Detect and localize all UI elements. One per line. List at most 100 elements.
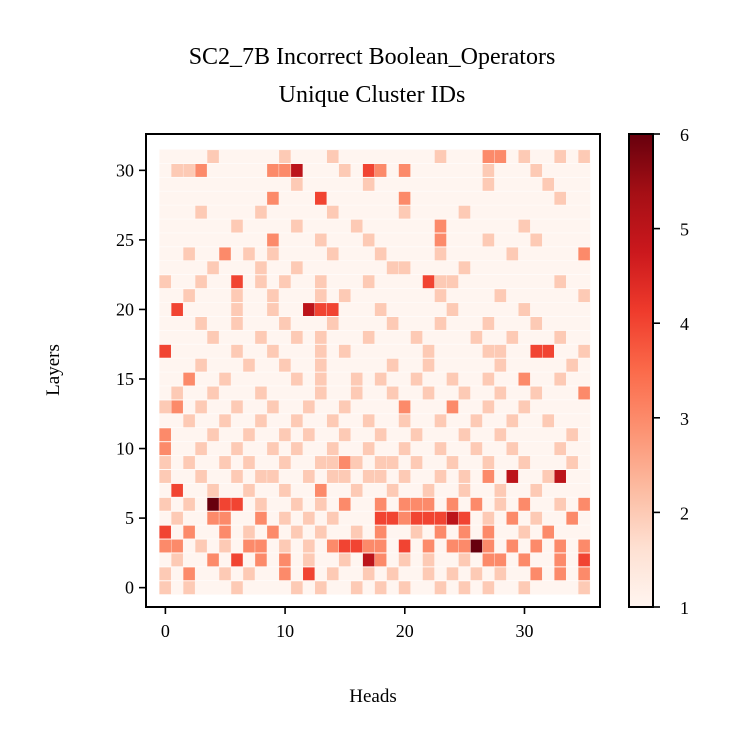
heatmap-cell	[482, 400, 495, 414]
heatmap-cell	[386, 317, 399, 330]
heatmap-cell	[554, 567, 566, 581]
heatmap-cell	[470, 330, 483, 344]
heatmap-cell	[494, 428, 507, 442]
x-axis-ticks: 0 10 20 30	[161, 607, 533, 641]
heatmap-cell	[374, 581, 387, 595]
heatmap-cell	[338, 497, 351, 511]
y-tick-label: 20	[116, 299, 134, 319]
heatmap-cell	[279, 317, 291, 330]
heatmap-cell	[542, 177, 555, 191]
colorbar	[628, 133, 654, 608]
heatmap-cell	[231, 400, 243, 414]
heatmap-cell	[422, 344, 435, 358]
heatmap-cell	[482, 372, 495, 386]
heatmap-cell	[338, 163, 351, 177]
heatmap-cell	[386, 567, 399, 581]
heatmap-cell	[231, 289, 243, 303]
heatmap-cell	[303, 303, 315, 316]
heatmap-cell	[219, 525, 231, 539]
heatmap-cell	[398, 442, 411, 456]
heatmap-cell	[279, 567, 291, 581]
heatmap-cell	[303, 470, 315, 483]
heatmap-cell	[326, 247, 339, 261]
heatmap-cell	[326, 470, 339, 483]
heatmap-cell	[542, 525, 555, 539]
heatmap-cell	[458, 261, 471, 275]
heatmap-cell	[446, 497, 459, 511]
heatmap-cell	[171, 303, 183, 316]
heatmap-cell	[291, 525, 303, 539]
heatmap-cell	[350, 372, 363, 386]
y-tick-label: 0	[125, 578, 134, 598]
heatmap-cell	[362, 163, 375, 177]
heatmap-cell	[458, 539, 471, 553]
heatmap-cell	[458, 553, 471, 567]
heatmap-cell	[267, 233, 279, 247]
heatmap-cell	[518, 581, 531, 595]
heatmap-cell	[422, 511, 435, 525]
heatmap-cell	[398, 511, 411, 525]
heatmap-cell	[267, 400, 279, 414]
heatmap-cell	[159, 470, 171, 483]
heatmap-cell	[506, 442, 519, 456]
heatmap-cell	[362, 275, 375, 289]
heatmap-cell	[267, 289, 279, 303]
heatmap-cell	[243, 358, 255, 372]
heatmap-cell	[255, 414, 267, 428]
heatmap-cell	[243, 428, 255, 442]
heatmap-cell	[434, 289, 447, 303]
heatmap-cell	[374, 525, 387, 539]
heatmap-cell	[470, 414, 483, 428]
heatmap-cell	[267, 442, 279, 456]
heatmap-cell	[255, 261, 267, 275]
heatmap-cell	[398, 400, 411, 414]
heatmap-cell	[530, 511, 543, 525]
colorbar-tick-label: 2	[680, 503, 689, 523]
heatmap-cell	[482, 539, 495, 553]
x-tick-label: 20	[396, 621, 414, 641]
heatmap-cell	[231, 581, 243, 595]
colorbar-tick-label: 6	[680, 125, 689, 145]
heatmap-cell	[518, 303, 531, 316]
heatmap-cell	[530, 344, 543, 358]
heatmap-cell	[303, 400, 315, 414]
heatmap-cell	[494, 150, 507, 163]
heatmap-cell	[291, 177, 303, 191]
heatmap-cell	[518, 372, 531, 386]
y-tick-label: 5	[125, 508, 134, 528]
heatmap-cell	[362, 442, 375, 456]
heatmap-cell	[279, 483, 291, 497]
heatmap-cell	[374, 511, 387, 525]
heatmap-cell	[578, 386, 590, 400]
heatmap-cell	[362, 553, 375, 567]
heatmap-cell	[183, 581, 195, 595]
heatmap-cell	[243, 525, 255, 539]
heatmap-cell	[243, 456, 255, 470]
heatmap-cell	[422, 358, 435, 372]
heatmap-cell	[446, 372, 459, 386]
heatmap-cell	[243, 567, 255, 581]
heatmap-cell	[255, 497, 267, 511]
heatmap-cell	[542, 414, 555, 428]
heatmap-cell	[362, 233, 375, 247]
heatmap-cell	[315, 581, 327, 595]
heatmap-cell	[350, 456, 363, 470]
heatmap-cell	[338, 539, 351, 553]
heatmap-cell	[470, 442, 483, 456]
heatmap-cell	[183, 525, 195, 539]
y-tick-label: 15	[116, 369, 134, 389]
heatmap-cell	[458, 470, 471, 483]
heatmap-cell	[518, 553, 531, 567]
heatmap-cell	[578, 289, 590, 303]
heatmap-cell	[386, 511, 399, 525]
heatmap-cell	[362, 567, 375, 581]
heatmap-cell	[207, 497, 219, 511]
heatmap-cell	[566, 456, 578, 470]
heatmap-cell	[195, 275, 207, 289]
heatmap-cell	[315, 497, 327, 511]
y-tick-label: 30	[116, 160, 134, 180]
heatmap-cell	[398, 414, 411, 428]
y-axis-label: Layers	[43, 344, 64, 396]
heatmap-cell	[554, 275, 566, 289]
heatmap-cell	[315, 191, 327, 205]
